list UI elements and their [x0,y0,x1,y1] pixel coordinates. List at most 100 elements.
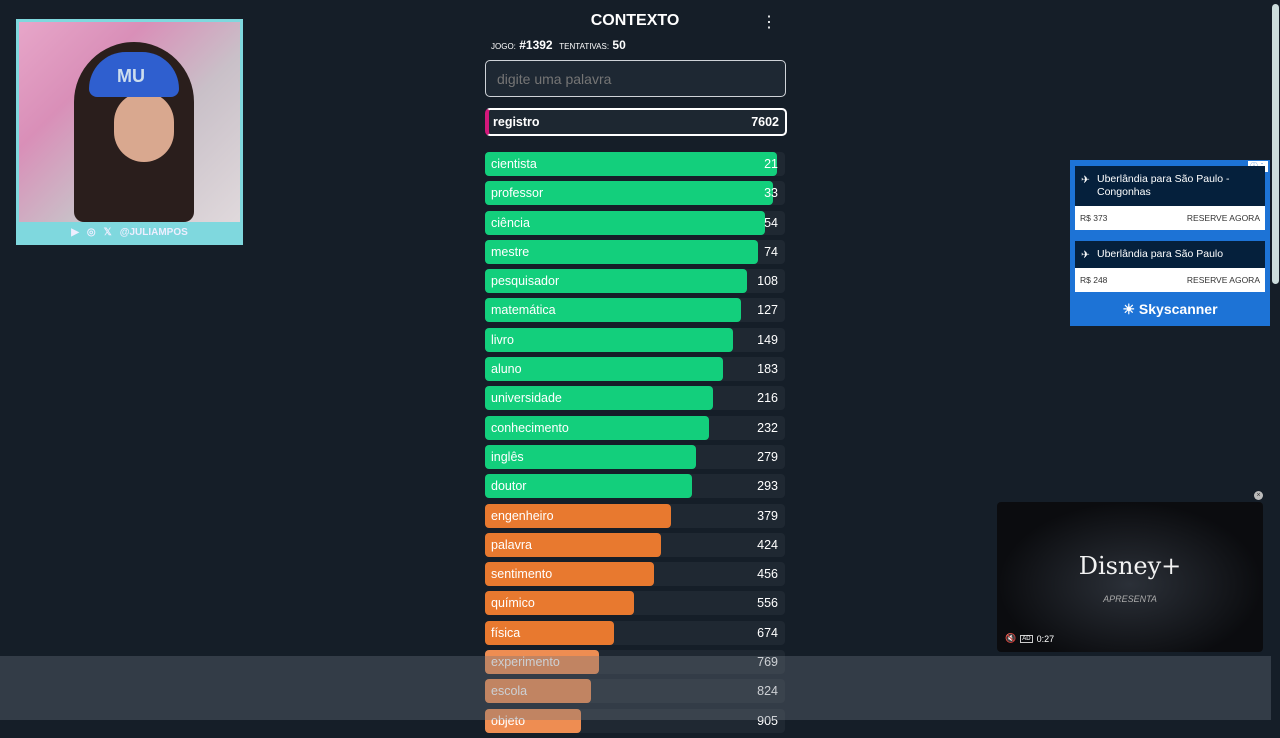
proximity-bar [485,415,710,440]
proximity-bar [485,503,671,528]
scrollbar[interactable] [1271,0,1280,720]
proximity-bar [485,298,741,323]
guess-rank: 149 [757,332,778,347]
proximity-bar [485,181,773,206]
x-icon: 𝕏 [103,226,112,238]
guess-list: cientista 21 professor 33 ciência 54 mestre 74 p… [485,152,785,733]
guess-rank: 232 [757,420,778,435]
guess-rank: 33 [764,186,778,201]
proximity-bar [485,532,662,557]
guess-rank: 74 [764,244,778,259]
guess-word: universidade [491,391,562,406]
ad-card[interactable]: ✈ Uberlândia para São Paulo R$ 248 RESERVE… [1075,241,1265,292]
proximity-bar [485,474,692,499]
flight-ad[interactable]: ⓘ⋮ ✈Uberlândia para São Paulo - Congonha… [1070,160,1270,326]
page-title: CONTEXTO [590,12,680,29]
contexto-game: CONTEXTO ⋮ JOGO: #1392 TENTATIVAS: 50 re… [485,0,787,738]
guess-word: experimento [491,655,560,670]
guess-word: professor [491,186,544,201]
reserve-button[interactable]: RESERVE AGORA [1186,275,1260,285]
guess-row: inglês 279 [485,444,785,469]
instagram-icon: ◎ [86,226,96,238]
cap-logo: MU [89,52,179,97]
word-input[interactable] [485,60,786,97]
ad-card[interactable]: ✈ Uberlândia para São Paulo - Congonhas R… [1075,166,1265,230]
guess-word: inglês [491,449,524,464]
stream-handle: @JULIAMPOS [119,226,188,238]
guess-row: universidade 216 [485,386,785,411]
guess-row: sentimento 456 [485,562,785,587]
guess-rank: 769 [757,655,778,670]
guess-rank: 216 [757,391,778,406]
guess-rank: 456 [757,567,778,582]
guess-word: pesquisador [491,274,560,289]
guess-row: cientista 21 [485,152,785,176]
guess-word: sentimento [491,567,553,582]
guess-rank: 293 [757,479,778,494]
proximity-bar [485,210,765,235]
guess-word: cientista [491,157,537,171]
guess-rank: 424 [757,537,778,552]
guess-row: pesquisador 108 [485,269,785,294]
proximity-bar [485,357,723,382]
webcam-image: MU [19,22,240,222]
proximity-bar [485,591,635,616]
disney-logo: Disney+ [1078,552,1182,580]
ad-badge: AD [1020,634,1033,643]
video-ad[interactable]: Disney+ APRESENTA 🔇 AD 0:27 [997,502,1263,652]
guess-word: matemática [491,303,556,318]
proximity-bar [485,562,654,587]
game-info: JOGO: #1392 TENTATIVAS: 50 [491,38,626,52]
guess-word: engenheiro [491,508,554,523]
more-menu-icon[interactable]: ⋮ [761,14,777,31]
guess-row: aluno 183 [485,357,785,382]
guess-row: livro 149 [485,327,785,352]
guess-row: física 674 [485,620,785,645]
guess-word: aluno [491,362,522,377]
proximity-bar [485,679,591,704]
guess-word: químico [491,596,535,611]
plane-icon: ✈ [1081,249,1090,261]
guess-row: ciência 54 [485,210,785,235]
streamer-webcam: MU ▶ ◎ 𝕏 @JULIAMPOS [16,19,243,245]
guess-rank: 108 [757,274,778,289]
guess-word: escola [491,684,528,699]
guess-rank: 21 [764,157,778,171]
guess-rank: 379 [757,508,778,523]
youtube-icon: ▶ [71,226,79,238]
guess-rank: 674 [757,625,778,640]
guess-rank: 824 [757,684,778,699]
guess-row: palavra 424 [485,532,785,557]
guess-word: conhecimento [491,420,569,435]
guess-row: químico 556 [485,591,785,616]
proximity-bar [485,386,713,411]
skyscanner-logo: ☀ Skyscanner [1122,301,1218,317]
guess-word: física [491,625,521,640]
proximity-bar [485,239,758,264]
guess-row: engenheiro 379 [485,503,785,528]
guess-word: ciência [491,215,530,230]
last-guess: registro 7602 [485,108,787,136]
guess-row: conhecimento 232 [485,415,785,440]
guess-word: palavra [491,537,532,552]
guess-word: doutor [491,479,527,494]
tries-count: 50 [612,38,626,52]
guess-row: mestre 74 [485,239,785,264]
guess-rank: 183 [757,362,778,377]
guess-rank: 54 [764,215,778,230]
game-number: #1392 [519,38,553,52]
guess-row: doutor 293 [485,474,785,499]
guess-row: experimento 769 [485,650,785,675]
reserve-button[interactable]: RESERVE AGORA [1186,213,1260,223]
mute-icon[interactable]: 🔇 [1005,633,1017,643]
guess-row: matemática 127 [485,298,785,323]
video-time: 0:27 [1036,633,1055,644]
guess-row: professor 33 [485,181,785,206]
proximity-bar [485,620,614,645]
bottom-overlay [0,656,1280,720]
guess-rank: 556 [757,596,778,611]
proximity-bar [485,650,599,675]
guess-rank: 127 [757,303,778,318]
close-video-icon[interactable]: × [1254,491,1263,500]
guess-rank: 279 [757,449,778,464]
